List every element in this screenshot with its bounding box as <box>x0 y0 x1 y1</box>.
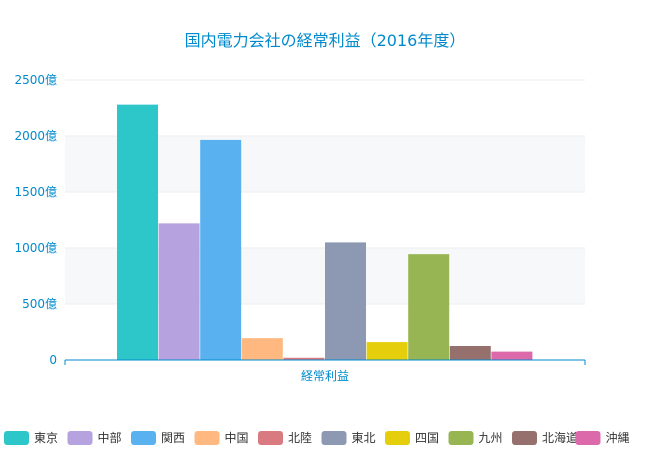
legend-label: 九州 <box>479 431 503 445</box>
legend-item-東北: 東北 <box>321 431 376 445</box>
legend-item-中部: 中部 <box>67 430 122 445</box>
legend-item-東京: 東京 <box>4 431 58 445</box>
x-axis-ticks: 経常利益 <box>64 360 586 383</box>
bar-東北 <box>325 242 366 360</box>
legend-swatch <box>385 431 410 445</box>
legend-label: 北陸 <box>288 431 312 445</box>
y-tick-label: 1000億 <box>14 241 57 255</box>
legend-label: 沖縄 <box>606 430 630 445</box>
legend-item-四国: 四国 <box>385 431 439 445</box>
y-tick-label: 500億 <box>22 297 57 311</box>
bar-中部 <box>158 223 200 360</box>
bar-関西 <box>200 139 242 360</box>
bar-北海道 <box>449 346 491 360</box>
legend-swatch <box>194 431 220 445</box>
legend-label: 関西 <box>161 431 185 445</box>
legend-swatch <box>321 431 347 445</box>
legend-item-沖縄: 沖縄 <box>575 430 630 445</box>
bar-北陸 <box>283 357 325 360</box>
legend: 東京 中部 関西 中国 北陸 東北 四国 九州 北海道 沖縄 <box>4 430 630 445</box>
y-tick-label: 2500億 <box>14 73 57 87</box>
y-tick-label: 2000億 <box>14 129 57 143</box>
legend-swatch <box>448 431 474 445</box>
legend-label: 中国 <box>225 430 249 445</box>
chart-title: 国内電力会社の経常利益（2016年度） <box>185 31 466 50</box>
legend-swatch <box>575 431 601 445</box>
bar-九州 <box>408 254 450 360</box>
legend-label: 東京 <box>34 431 58 445</box>
bar-四国 <box>366 342 408 360</box>
y-tick-label: 0 <box>49 353 57 367</box>
y-axis-ticks: 0 500億 1000億 1500億 2000億 2500億 <box>14 73 57 367</box>
legend-swatch <box>4 431 29 445</box>
legend-item-九州: 九州 <box>448 431 503 445</box>
bars <box>117 104 533 360</box>
legend-label: 中部 <box>98 430 122 445</box>
legend-item-中国: 中国 <box>194 430 249 445</box>
legend-label: 東北 <box>352 431 376 445</box>
legend-item-関西: 関西 <box>131 431 185 445</box>
bar-中国 <box>241 338 283 360</box>
legend-label: 北海道 <box>542 430 578 445</box>
bar-東京 <box>117 104 158 360</box>
y-tick-label: 1500億 <box>14 185 57 199</box>
legend-item-北陸: 北陸 <box>258 431 312 445</box>
legend-swatch <box>67 431 93 445</box>
legend-label: 四国 <box>415 431 439 445</box>
legend-swatch <box>258 431 283 445</box>
bar-沖縄 <box>491 351 533 360</box>
legend-swatch <box>512 431 537 445</box>
x-tick-label: 経常利益 <box>301 369 349 383</box>
legend-item-北海道: 北海道 <box>512 430 578 445</box>
legend-swatch <box>131 431 156 445</box>
